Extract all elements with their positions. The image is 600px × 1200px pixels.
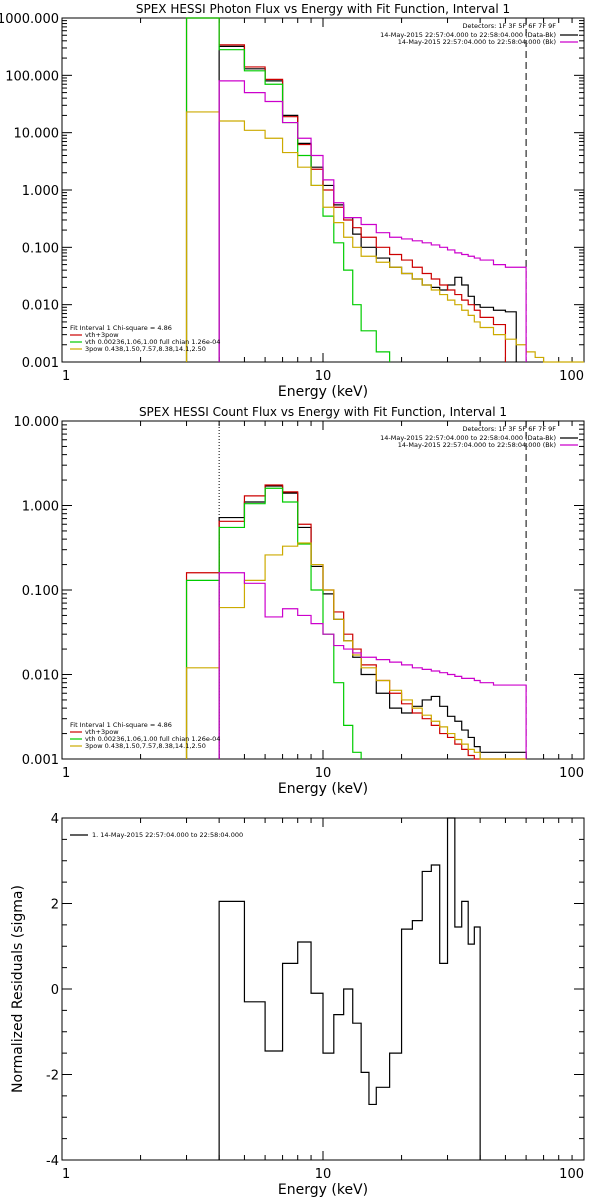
y-tick-label: 1.000 [22,184,59,199]
y-tick-label: 10.000 [14,415,60,430]
series-line-1 [185,484,527,760]
chart-title: SPEX HESSI Photon Flux vs Energy with Fi… [136,2,510,16]
y-tick-label: 0.100 [22,584,59,599]
x-axis-label: Energy (keV) [278,384,368,400]
plot-frame [61,817,585,1161]
fit-legend-header: Fit Interval 1 Chi-square = 4.86 [70,721,172,729]
series-line-4 [218,572,527,759]
y-tick-label: 10.000 [14,127,60,142]
y-tick-label: 0.001 [22,753,59,768]
legend-header: Detectors: 1F 3F 5F 6F 7F 9F [462,425,556,433]
series-line-0 [218,45,517,362]
fit-legend-label: vth 0.00236,1.06,1.00 full chian 1.26e-0… [85,338,220,346]
y-tick-label: 100.000 [5,69,59,84]
fit-legend-header: Fit Interval 1 Chi-square = 4.86 [70,324,172,332]
x-tick-label: 10 [315,766,332,781]
fit-legend-label: vth+3pow [85,728,119,736]
x-tick-label: 1 [62,369,70,384]
fit-legend-label: 3pow 0.438,1.50,7.57,8.38,14.1,2.50 [85,345,206,353]
legend-header: Detectors: 1F 3F 5F 6F 7F 9F [462,22,556,30]
legend-entry-label: 14-May-2015 22:57:04.000 to 22:58:04.000… [398,441,556,449]
series-line-1 [185,17,507,362]
y-axis-label: Normalized Residuals (sigma) [10,885,26,1093]
x-tick-label: 100 [559,1167,584,1182]
x-tick-label: 100 [559,369,584,384]
legend-entry-label: 14-May-2015 22:57:04.000 to 22:58:04.000… [380,31,556,39]
fit-legend-label: 3pow 0.438,1.50,7.57,8.38,14.1,2.50 [85,742,206,750]
y-tick-label: -2 [46,1069,59,1084]
x-tick-label: 1 [62,766,70,781]
series-line-3 [185,111,584,363]
fit-legend-label: vth+3pow [85,331,119,339]
y-tick-label: 0.010 [22,299,59,314]
y-tick-label: 4 [51,812,59,827]
series-line-2 [185,17,391,362]
x-axis-label: Energy (keV) [278,1182,368,1198]
x-tick-label: 10 [315,1167,332,1182]
y-tick-label: 0.010 [22,669,59,684]
y-tick-label: 0 [51,983,59,998]
chart-title: SPEX HESSI Count Flux vs Energy with Fit… [139,405,507,419]
y-tick-label: 0.001 [22,356,59,371]
x-tick-label: 1 [62,1167,70,1182]
x-axis-label: Energy (keV) [278,781,368,797]
x-tick-label: 10 [315,369,332,384]
series-line-4 [218,80,527,362]
count-flux-panel: 1 10 100 0.001 0.010 0.100 1.000 10.000 SPEX HES… [14,405,585,797]
y-tick-label: 2 [51,898,59,913]
legend-entry-label: 14-May-2015 22:57:04.000 to 22:58:04.000… [380,434,556,442]
y-tick-label: 1000.000 [0,12,59,27]
y-tick-label: -4 [46,1154,59,1169]
series-line-2 [185,487,362,759]
y-tick-label: 1.000 [22,500,59,515]
legend-entry-label: 1. 14-May-2015 22:57:04.000 to 22:58:04.… [92,831,243,839]
series-line-0 [218,817,481,1160]
fit-legend-label: vth 0.00236,1.06,1.00 full chian 1.26e-0… [85,735,220,743]
y-tick-label: 0.100 [22,241,59,256]
photon-flux-panel: 1 10 100 0.001 0.010 0.100 1.000 10.000 100.000 1… [0,2,585,400]
series-line-3 [185,542,527,760]
x-tick-label: 100 [559,766,584,781]
legend-entry-label: 14-May-2015 22:57:04.000 to 22:58:04.000… [398,38,556,46]
residuals-panel: 1 10 100 -4 -2 0 2 4 Energy (keV) Normalized Resi… [10,812,585,1198]
series-line-0 [218,485,527,759]
